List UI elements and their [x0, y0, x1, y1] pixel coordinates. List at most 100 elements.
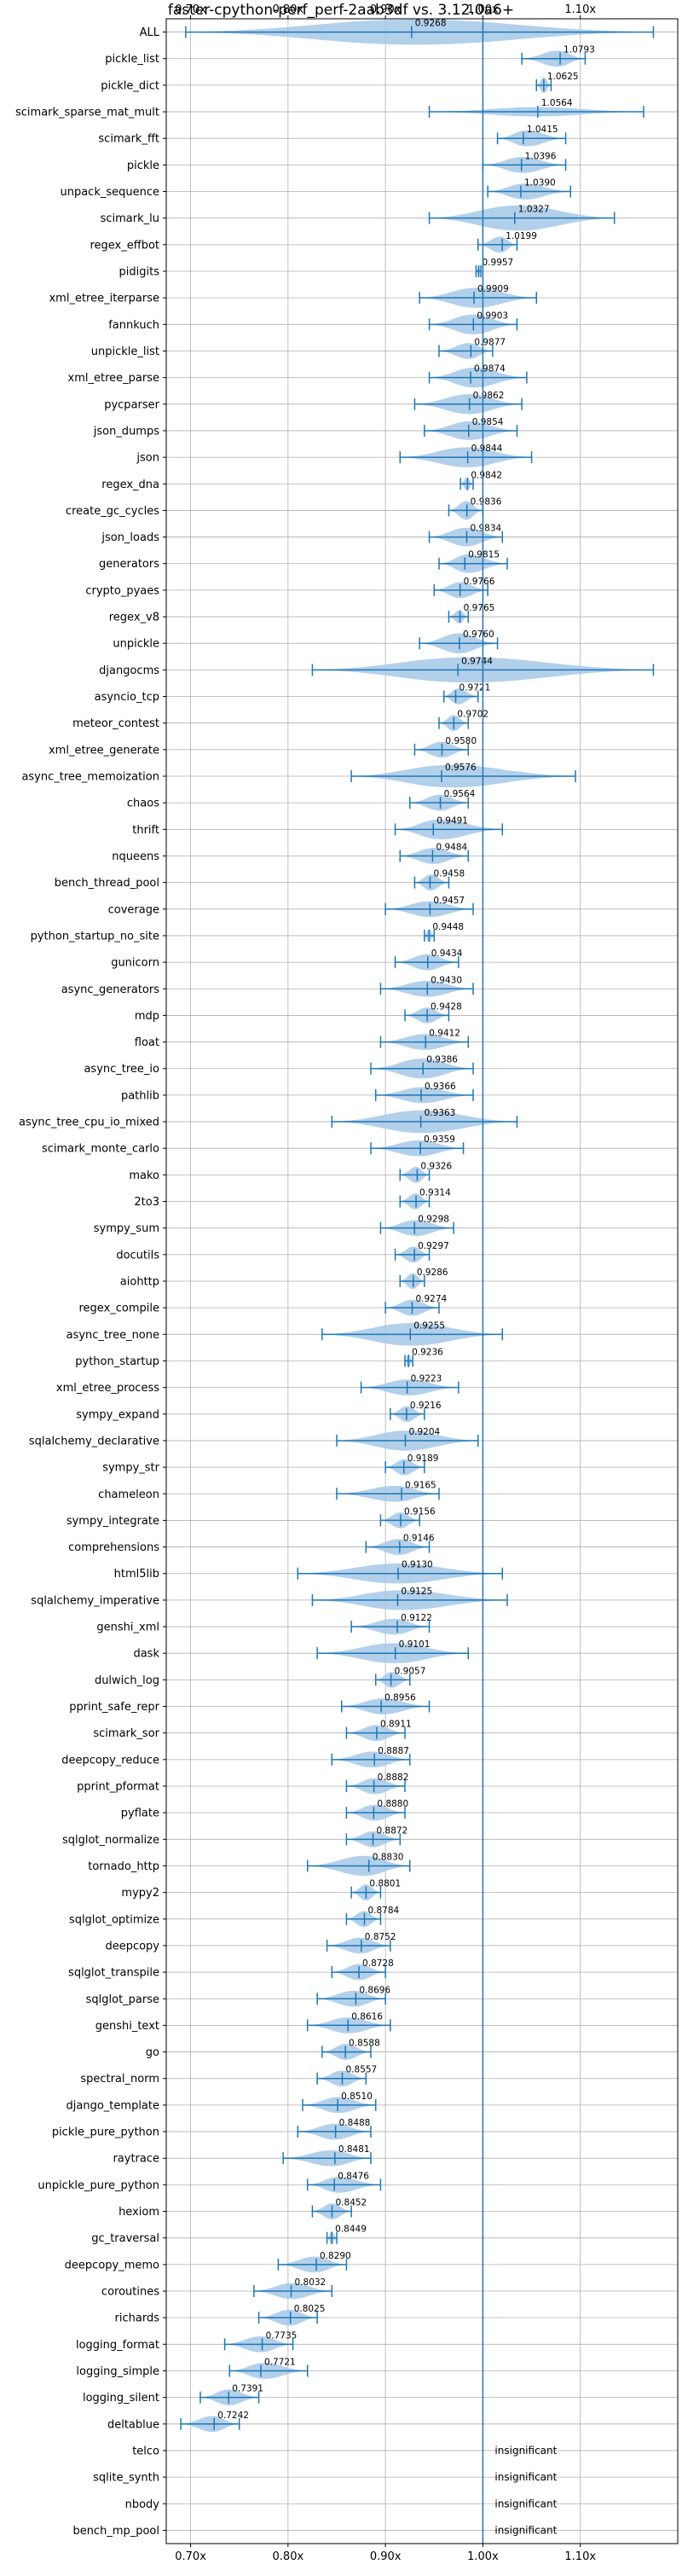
- value-label: 0.9366: [425, 1082, 456, 1092]
- y-tick-label: raytrace: [113, 2153, 159, 2166]
- y-tick-label: deepcopy_reduce: [61, 1754, 159, 1767]
- value-label: 0.9862: [473, 391, 505, 401]
- value-label: 0.9842: [471, 470, 502, 480]
- x-tick-label-top: 0.90x: [370, 3, 402, 16]
- value-label: 0.8616: [351, 2011, 383, 2022]
- value-label: 0.9204: [408, 1427, 440, 1437]
- y-tick-label: crypto_pyaes: [85, 584, 159, 597]
- y-tick-label: dulwich_log: [95, 1674, 159, 1687]
- y-tick-label: regex_v8: [109, 612, 159, 624]
- y-tick-label: mypy2: [121, 1887, 159, 1900]
- y-tick-label: asyncio_tcp: [95, 691, 159, 704]
- y-tick-label: pathlib: [121, 1089, 159, 1102]
- value-label: 0.9255: [413, 1320, 445, 1331]
- value-label: 0.9458: [433, 869, 465, 879]
- value-label: 0.7735: [266, 2330, 298, 2341]
- y-tick-label: xml_etree_generate: [49, 744, 159, 757]
- y-tick-label: 2to3: [134, 1196, 159, 1209]
- y-tick-label: sqlglot_parse: [86, 1993, 159, 2006]
- value-label: 0.9156: [404, 1506, 436, 1517]
- y-tick-label: mako: [129, 1169, 159, 1182]
- value-label: 0.8488: [339, 2118, 371, 2128]
- value-label: 0.9903: [477, 310, 508, 321]
- value-label: 1.0564: [541, 98, 573, 108]
- value-label: 0.9836: [471, 496, 502, 507]
- y-tick-label: sqlalchemy_declarative: [29, 1435, 159, 1448]
- value-label: 0.8752: [365, 1932, 396, 1942]
- value-label: 0.9428: [431, 1001, 462, 1012]
- value-label: 1.0415: [527, 125, 558, 135]
- value-label: 0.8887: [378, 1746, 409, 1756]
- y-tick-label: unpickle: [113, 638, 159, 651]
- value-label: 0.8452: [336, 2198, 367, 2208]
- y-tick-label: scimark_lu: [101, 212, 159, 225]
- value-label: 0.8032: [295, 2277, 327, 2288]
- y-tick-label: genshi_text: [95, 2020, 159, 2033]
- x-tick-label-bottom: 1.10x: [564, 2550, 596, 2563]
- y-tick-label: richards: [115, 2312, 160, 2325]
- value-label: 0.9326: [420, 1161, 452, 1171]
- y-tick-label: chameleon: [98, 1488, 159, 1501]
- value-label: 0.9363: [425, 1108, 456, 1118]
- value-label: 0.8025: [294, 2304, 326, 2314]
- x-tick-label-bottom: 0.90x: [370, 2550, 402, 2563]
- y-tick-label: logging_silent: [83, 2392, 159, 2405]
- y-tick-label: pycparser: [104, 398, 159, 411]
- y-tick-label: python_startup_no_site: [31, 930, 159, 943]
- y-tick-label: json_loads: [101, 531, 159, 544]
- y-tick-label: sympy_sum: [94, 1222, 159, 1235]
- value-label: 0.9165: [405, 1480, 436, 1490]
- value-label: 1.0199: [506, 231, 537, 241]
- value-label: 0.9765: [464, 603, 495, 613]
- value-label: 0.8696: [359, 1985, 390, 1995]
- value-label: 0.9766: [464, 577, 495, 587]
- value-label: 0.9957: [483, 258, 514, 268]
- y-tick-label: mdp: [135, 1010, 159, 1023]
- value-label: 0.9448: [432, 922, 464, 932]
- insignificant-label: insignificant: [494, 2471, 557, 2483]
- y-tick-label: deltablue: [107, 2418, 159, 2431]
- y-tick-label: docutils: [116, 1249, 159, 1262]
- y-tick-label: genshi_xml: [96, 1622, 159, 1634]
- value-label: 0.9101: [399, 1639, 431, 1650]
- y-tick-label: sqlite_synth: [93, 2472, 159, 2485]
- x-tick-label-top: 0.80x: [273, 3, 304, 16]
- y-tick-label: json_dumps: [93, 425, 159, 438]
- value-label: 0.9854: [472, 417, 504, 427]
- value-label: 0.8728: [362, 1958, 394, 1969]
- y-tick-label: pickle_list: [105, 53, 159, 66]
- value-label: 0.9844: [471, 444, 503, 454]
- y-tick-label: pickle: [127, 160, 159, 172]
- y-tick-label: sqlglot_normalize: [62, 1834, 159, 1847]
- y-tick-label: async_tree_io: [84, 1063, 159, 1076]
- y-tick-label: sympy_integrate: [66, 1515, 159, 1528]
- x-tick-label-top: 1.10x: [564, 3, 596, 16]
- value-label: 0.9874: [474, 364, 506, 374]
- y-tick-label: async_generators: [61, 983, 160, 996]
- insignificant-label: insignificant: [494, 2498, 557, 2509]
- value-label: 0.9576: [445, 763, 477, 773]
- y-tick-label: scimark_sparse_mat_mult: [15, 107, 159, 119]
- y-tick-label: aiohttp: [120, 1276, 159, 1289]
- y-tick-label: meteor_contest: [72, 717, 159, 730]
- y-tick-label: pyflate: [121, 1807, 159, 1820]
- value-label: 1.0793: [564, 45, 595, 55]
- value-label: 0.7391: [232, 2384, 263, 2394]
- value-label: 0.9702: [457, 710, 488, 720]
- y-tick-label: logging_simple: [76, 2365, 159, 2378]
- value-label: 0.8784: [367, 1906, 399, 1916]
- value-label: 0.8510: [341, 2092, 373, 2102]
- y-tick-label: pprint_safe_repr: [69, 1701, 159, 1714]
- value-label: 0.9359: [424, 1134, 455, 1145]
- y-tick-label: logging_format: [76, 2339, 159, 2352]
- y-tick-label: deepcopy: [105, 1940, 159, 1952]
- value-label: 1.0396: [525, 151, 557, 161]
- y-tick-label: create_gc_cycles: [66, 505, 159, 518]
- value-label: 0.9216: [410, 1401, 442, 1411]
- value-label: 0.7242: [217, 2411, 249, 2421]
- y-tick-label: nqueens: [112, 850, 159, 863]
- value-label: 0.8476: [338, 2171, 369, 2181]
- y-tick-label: chaos: [127, 798, 159, 810]
- y-tick-label: sqlglot_optimize: [69, 1913, 159, 1926]
- value-label: 0.9484: [436, 842, 467, 852]
